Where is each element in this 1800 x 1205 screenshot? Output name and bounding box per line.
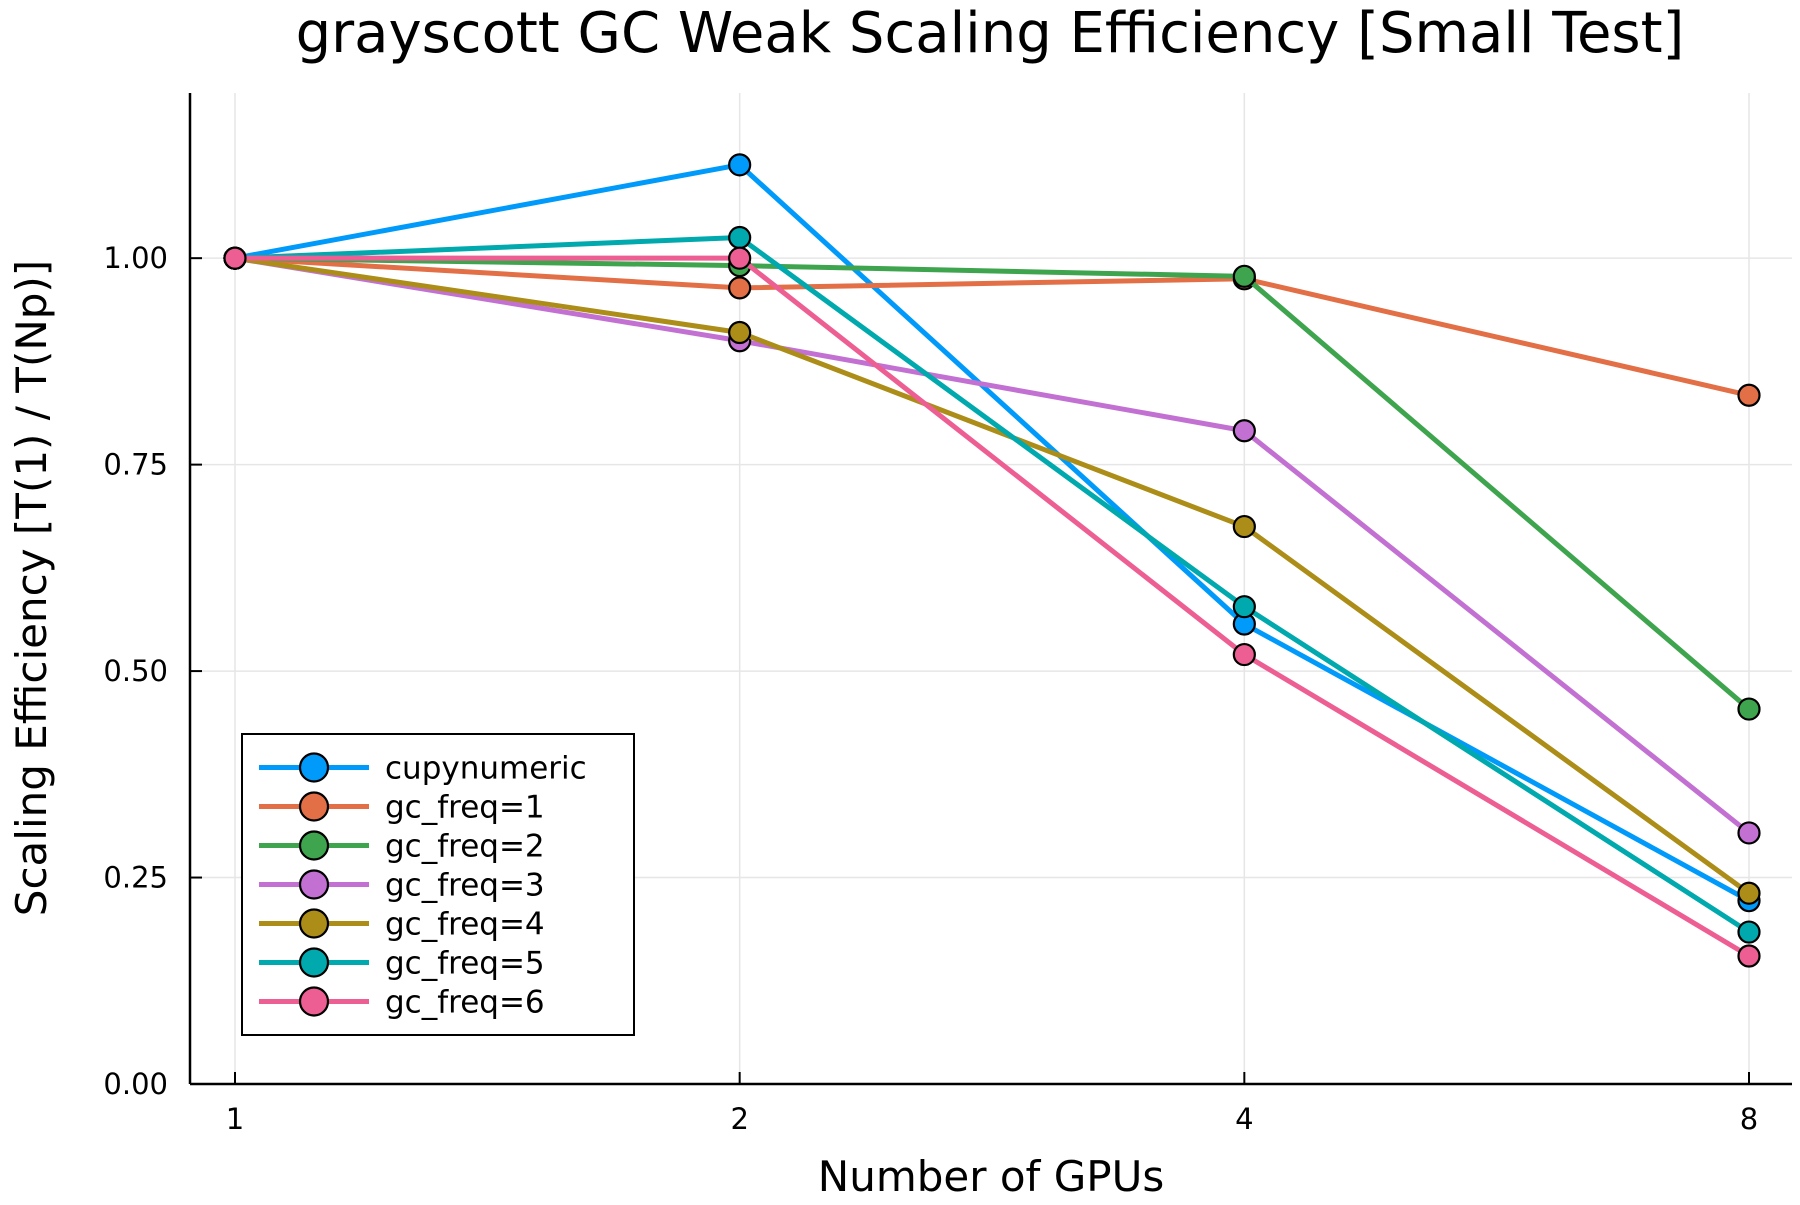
data-point <box>728 246 752 270</box>
legend-item: gc_freq=3 <box>259 868 545 904</box>
data-point <box>223 246 247 270</box>
data-point <box>728 320 752 345</box>
legend: cupynumericgc_freq=1gc_freq=2gc_freq=3gc… <box>241 733 635 1036</box>
legend-item: cupynumeric <box>259 751 587 787</box>
series-gc-freq-2 <box>223 246 1761 721</box>
ticks: 1 2 4 8 0.00 0.25 0.50 0.75 1.00 <box>103 241 1758 1136</box>
legend-marker <box>298 869 330 900</box>
chart-title: grayscott GC Weak Scaling Efficiency [Sm… <box>296 1 1685 66</box>
data-point <box>1232 514 1256 539</box>
legend-marker <box>298 908 330 939</box>
series-line <box>234 162 1751 903</box>
legend-label: gc_freq=6 <box>385 985 545 1021</box>
series-gc-freq-6 <box>223 246 1761 968</box>
data-point <box>728 225 752 250</box>
series-line <box>234 255 1751 896</box>
legend-label: gc_freq=1 <box>385 790 545 826</box>
legend-label: gc_freq=4 <box>385 907 545 943</box>
x-tick-label: 1 <box>226 1102 244 1136</box>
data-point <box>1737 697 1761 721</box>
series-line <box>235 255 1751 959</box>
x-tick-label: 4 <box>1235 1102 1253 1136</box>
y-tick-label: 1.00 <box>103 241 168 275</box>
legend-item: gc_freq=5 <box>259 946 545 982</box>
data-point <box>1232 264 1256 288</box>
legend-label: cupynumeric <box>385 751 587 787</box>
data-point <box>728 153 752 177</box>
y-tick-label: 0.25 <box>103 861 168 895</box>
series-line <box>234 255 1750 398</box>
legend-item: gc_freq=1 <box>259 790 545 826</box>
y-tick-label: 0.00 <box>103 1067 168 1101</box>
y-tick-label: 0.75 <box>103 448 168 482</box>
data-point <box>1737 821 1761 845</box>
data-point <box>1232 642 1256 667</box>
legend-marker <box>298 830 330 861</box>
legend-item: gc_freq=4 <box>259 907 545 943</box>
y-tick-label: 0.50 <box>103 654 168 688</box>
x-tick-label: 8 <box>1740 1102 1758 1136</box>
legend-marker <box>298 791 330 822</box>
legend-marker <box>298 752 330 783</box>
legend-item: gc_freq=6 <box>259 985 545 1021</box>
legend-item: gc_freq=2 <box>259 829 545 865</box>
data-point <box>1232 419 1256 443</box>
legend-label: gc_freq=5 <box>385 946 545 982</box>
data-point <box>1737 944 1761 968</box>
data-point <box>1737 881 1761 905</box>
data-point <box>1232 595 1256 619</box>
legend-marker <box>298 986 330 1017</box>
series-line <box>234 255 1751 835</box>
legend-label: gc_freq=2 <box>385 829 545 865</box>
data-point <box>1737 920 1761 944</box>
series-line <box>234 255 1751 711</box>
data-point <box>1737 383 1761 407</box>
series-layer <box>223 153 1761 968</box>
legend-marker <box>298 947 330 978</box>
x-axis-label: Number of GPUs <box>818 1152 1164 1200</box>
series-line <box>234 235 1751 935</box>
y-axis-label: Scaling Efficiency [T(1) / T(Np)] <box>7 260 56 916</box>
data-point <box>728 276 752 300</box>
legend-label: gc_freq=3 <box>385 868 545 904</box>
x-tick-label: 2 <box>730 1102 748 1136</box>
